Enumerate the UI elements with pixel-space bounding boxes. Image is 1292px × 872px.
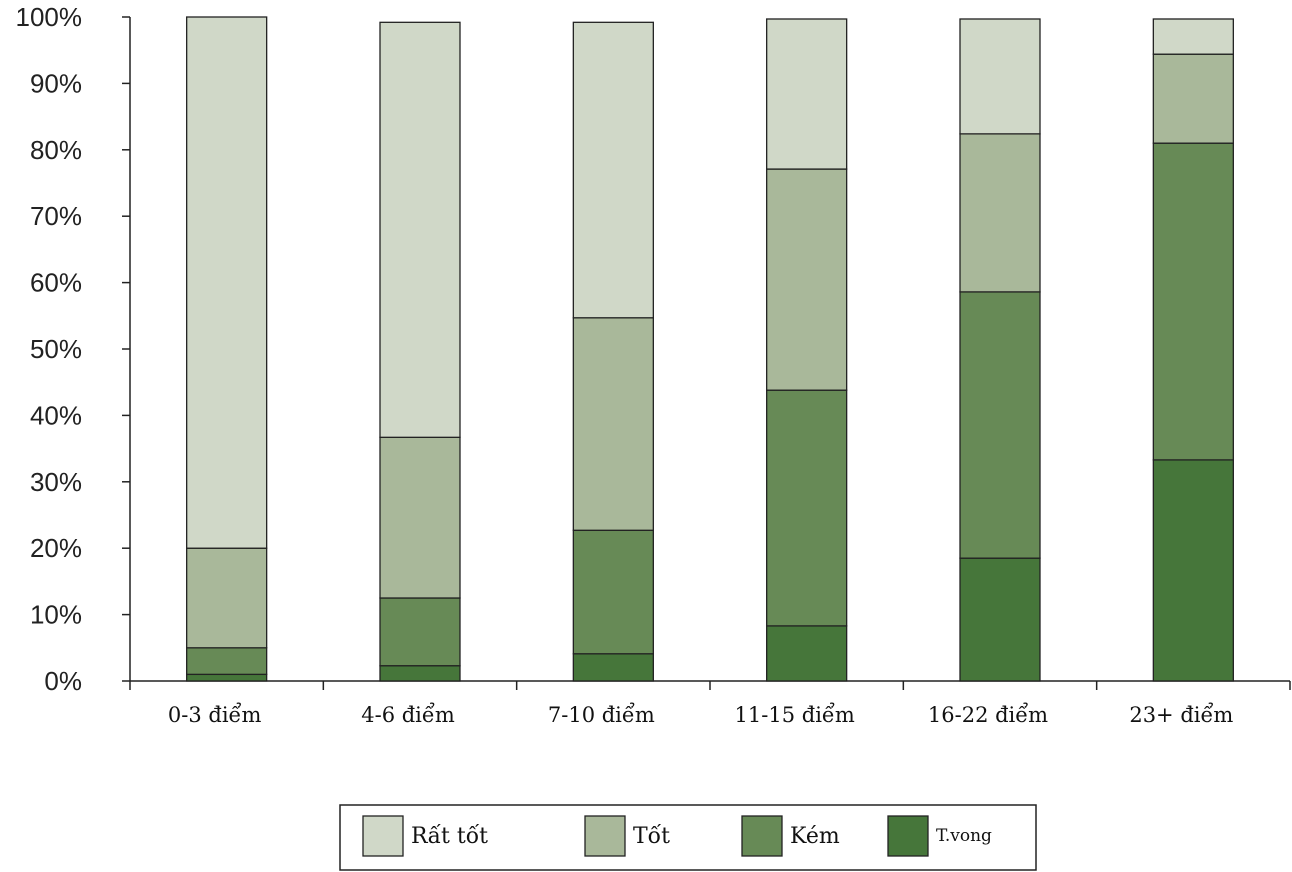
y-tick-label: 100% [16,2,83,32]
bar-segment-r-t-t-t [1152,18,1234,55]
legend-label: T.vong [936,826,992,846]
x-tick-label: 7-10 điểm [548,703,655,727]
y-tick-label: 10% [30,600,82,630]
y-tick-label: 60% [30,268,82,298]
bar-segment-t-t [379,436,461,599]
y-tick-label: 80% [30,135,82,165]
x-tick-label: 0-3 điểm [168,703,262,727]
legend-swatch [741,815,783,857]
y-tick-label: 30% [30,467,82,497]
bar-segment-t-t [572,317,654,531]
bar-segment-r-t-t-t [959,18,1041,135]
y-tick-label: 20% [30,533,82,563]
bar-segment-t-vong [766,625,848,682]
legend-label: Rất tốt [411,823,488,849]
x-tick-label: 16-22 điểm [928,703,1048,727]
bar-segment-t-vong [379,665,461,682]
x-tick-label: 4-6 điểm [361,703,455,727]
bar-segment-t-vong [186,673,268,682]
bar-segment-k-m [572,529,654,655]
bar-segment-r-t-t-t [379,21,461,438]
bar-segment-r-t-t-t [572,21,654,319]
legend-label: Kém [790,824,840,849]
y-tick-label: 0% [44,666,82,696]
bar-segment-t-t [1152,53,1234,144]
bar-segment-k-m [959,291,1041,559]
bar-segment-k-m [379,597,461,667]
bar-segment-r-t-t-t [186,16,268,549]
legend-swatch [584,815,626,857]
y-tick-label: 50% [30,334,82,364]
bar-segment-t-vong [1152,459,1234,682]
bar-segment-t-t [959,133,1041,293]
y-tick-label: 40% [30,400,82,430]
bar-segment-r-t-t-t [766,18,848,170]
bar-segment-k-m [766,389,848,627]
bar-segment-t-vong [572,653,654,682]
bar-segment-k-m [1152,142,1234,461]
legend-swatch [362,815,404,857]
legend-swatch [887,815,929,857]
legend-label: Tốt [633,823,670,849]
x-tick-label: 23+ điểm [1129,703,1233,727]
y-tick-label: 90% [30,68,82,98]
x-tick-label: 11-15 điểm [735,703,855,727]
y-tick-label: 70% [30,201,82,231]
bar-segment-t-vong [959,557,1041,682]
bar-segment-k-m [186,647,268,676]
bar-segment-t-t [766,168,848,391]
bar-segment-t-t [186,547,268,649]
